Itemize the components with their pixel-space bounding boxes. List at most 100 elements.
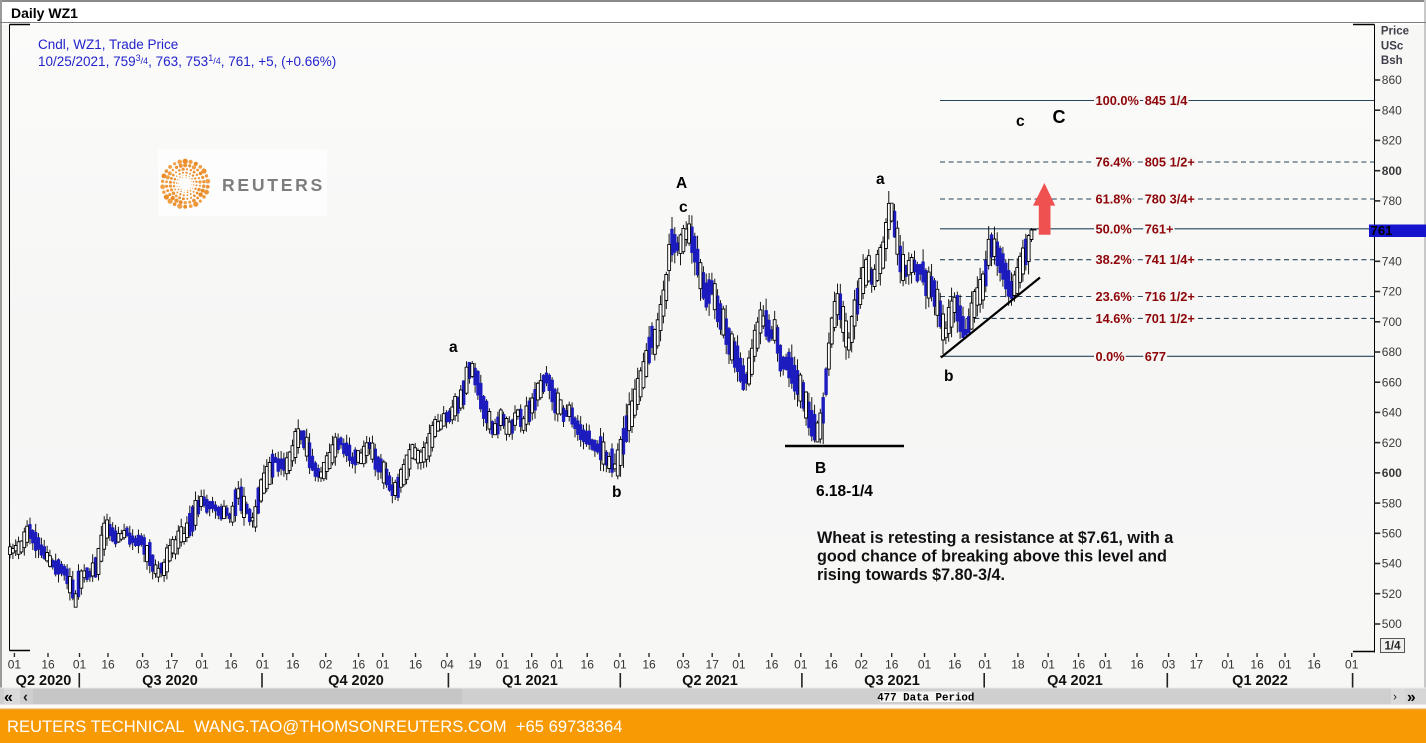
svg-text:16: 16 xyxy=(824,658,838,672)
svg-text:Q1 2022: Q1 2022 xyxy=(1232,673,1288,689)
svg-text:17: 17 xyxy=(1190,658,1204,672)
svg-text:660: 660 xyxy=(1382,375,1402,389)
svg-text:01: 01 xyxy=(1345,658,1359,672)
svg-text:16: 16 xyxy=(581,658,595,672)
svg-text:761: 761 xyxy=(1371,223,1393,238)
svg-text:61.8%: 61.8% xyxy=(1096,192,1133,207)
svg-text:16: 16 xyxy=(409,658,423,672)
svg-text:76.4%: 76.4% xyxy=(1096,155,1133,170)
svg-text:Q4 2020: Q4 2020 xyxy=(328,673,384,689)
svg-text:01: 01 xyxy=(1221,658,1235,672)
svg-text:Cndl, WZ1, Trade Price: Cndl, WZ1, Trade Price xyxy=(38,37,178,52)
svg-text:‹: ‹ xyxy=(23,689,28,706)
svg-text:good chance of breaking above: good chance of breaking above this level… xyxy=(817,548,1167,566)
svg-text:820: 820 xyxy=(1382,134,1402,148)
svg-text:720: 720 xyxy=(1382,285,1402,299)
svg-text:«: « xyxy=(4,689,13,706)
svg-text:a: a xyxy=(876,171,885,188)
svg-text:540: 540 xyxy=(1382,557,1402,571)
svg-text:16: 16 xyxy=(885,658,899,672)
svg-text:16: 16 xyxy=(765,658,779,672)
svg-text:50.0%: 50.0% xyxy=(1096,221,1133,236)
svg-text:Q1 2021: Q1 2021 xyxy=(502,673,558,689)
svg-text:02: 02 xyxy=(855,658,869,672)
svg-text:01: 01 xyxy=(256,658,270,672)
svg-text:780 3/4+: 780 3/4+ xyxy=(1145,192,1195,207)
svg-text:rising towards $7.80-3/4.: rising towards $7.80-3/4. xyxy=(817,566,1005,584)
svg-text:c: c xyxy=(679,199,688,216)
svg-text:17: 17 xyxy=(165,658,179,672)
svg-text:01: 01 xyxy=(73,658,87,672)
svg-text:680: 680 xyxy=(1382,345,1402,359)
svg-text:16: 16 xyxy=(286,658,300,672)
svg-text:Bsh: Bsh xyxy=(1381,55,1403,67)
svg-text:Wheat is retesting a resistanc: Wheat is retesting a resistance at $7.61… xyxy=(817,529,1174,547)
svg-text:Price: Price xyxy=(1381,25,1409,37)
svg-text:»: » xyxy=(1407,689,1416,706)
svg-text:860: 860 xyxy=(1382,73,1402,87)
svg-text:01: 01 xyxy=(550,658,564,672)
svg-text:16: 16 xyxy=(642,658,656,672)
svg-text:REUTERS TECHNICAL WANG.TAO@TH: REUTERS TECHNICAL WANG.TAO@THOMSONREUTER… xyxy=(7,717,622,736)
svg-text:16: 16 xyxy=(101,658,115,672)
svg-text:16: 16 xyxy=(948,658,962,672)
svg-text:805 1/2+: 805 1/2+ xyxy=(1145,155,1195,170)
svg-text:01: 01 xyxy=(1042,658,1056,672)
svg-text:740: 740 xyxy=(1382,255,1402,269)
svg-text:Daily WZ1: Daily WZ1 xyxy=(11,5,78,21)
svg-text:01: 01 xyxy=(376,658,390,672)
svg-text:520: 520 xyxy=(1382,587,1402,601)
svg-text:16: 16 xyxy=(1072,658,1086,672)
svg-text:Q3 2020: Q3 2020 xyxy=(142,673,198,689)
svg-text:23.6%: 23.6% xyxy=(1096,289,1133,304)
svg-text:716 1/2+: 716 1/2+ xyxy=(1145,289,1195,304)
svg-text:03: 03 xyxy=(677,658,691,672)
svg-text:701 1/2+: 701 1/2+ xyxy=(1145,311,1195,326)
svg-text:B: B xyxy=(815,460,826,477)
svg-text:a: a xyxy=(449,339,458,356)
svg-text:b: b xyxy=(944,368,953,385)
svg-text:01: 01 xyxy=(794,658,808,672)
svg-text:16: 16 xyxy=(1130,658,1144,672)
svg-text:477 Data Period: 477 Data Period xyxy=(877,693,974,705)
svg-text:16: 16 xyxy=(525,658,539,672)
svg-text:A: A xyxy=(676,175,687,192)
svg-text:14.6%: 14.6% xyxy=(1096,311,1133,326)
svg-text:04: 04 xyxy=(440,658,454,672)
svg-text:620: 620 xyxy=(1382,436,1402,450)
svg-text:c: c xyxy=(1016,113,1025,130)
svg-text:01: 01 xyxy=(1099,658,1113,672)
svg-text:b: b xyxy=(612,484,621,501)
svg-text:16: 16 xyxy=(1307,658,1321,672)
svg-text:1/4: 1/4 xyxy=(1385,641,1402,653)
svg-text:01: 01 xyxy=(732,658,746,672)
svg-text:01: 01 xyxy=(195,658,209,672)
svg-text:01: 01 xyxy=(496,658,510,672)
svg-text:01: 01 xyxy=(918,658,932,672)
svg-text:Q2 2020: Q2 2020 xyxy=(16,673,72,689)
svg-text:0.0%: 0.0% xyxy=(1096,349,1126,364)
svg-text:01: 01 xyxy=(1278,658,1292,672)
svg-text:02: 02 xyxy=(319,658,333,672)
svg-text:560: 560 xyxy=(1382,527,1402,541)
svg-text:10/25/2021, 7593/4, 763, 7531/: 10/25/2021, 7593/4, 763, 7531/4, 761, +5… xyxy=(38,53,336,69)
svg-text:640: 640 xyxy=(1382,406,1402,420)
svg-text:C: C xyxy=(1053,107,1066,127)
svg-text:761+: 761+ xyxy=(1145,221,1174,236)
svg-text:800: 800 xyxy=(1382,164,1402,178)
svg-text:›: › xyxy=(1393,690,1397,704)
svg-text:16: 16 xyxy=(352,658,366,672)
svg-text:16: 16 xyxy=(1250,658,1264,672)
svg-text:Q3 2021: Q3 2021 xyxy=(864,673,920,689)
svg-text:Q4 2021: Q4 2021 xyxy=(1047,673,1103,689)
svg-text:01: 01 xyxy=(978,658,992,672)
svg-text:16: 16 xyxy=(41,658,55,672)
svg-text:REUTERS: REUTERS xyxy=(222,175,325,195)
svg-text:03: 03 xyxy=(136,658,150,672)
svg-text:18: 18 xyxy=(1011,658,1025,672)
svg-text:580: 580 xyxy=(1382,496,1402,510)
svg-text:01: 01 xyxy=(8,658,22,672)
svg-text:38.2%: 38.2% xyxy=(1096,252,1133,267)
svg-text:600: 600 xyxy=(1382,466,1402,480)
svg-text:700: 700 xyxy=(1382,315,1402,329)
